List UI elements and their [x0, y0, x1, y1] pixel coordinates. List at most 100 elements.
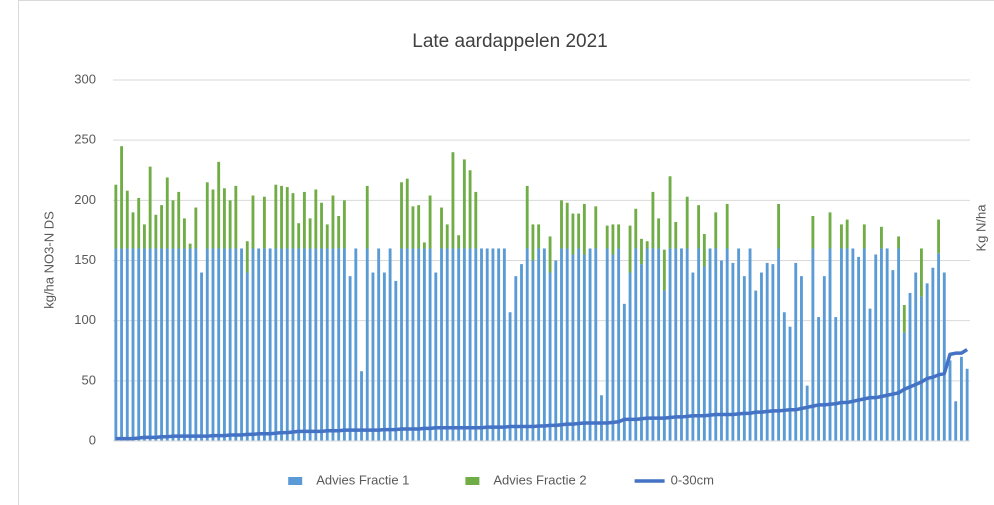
bar — [560, 200, 563, 249]
bar — [474, 248, 478, 441]
bar — [662, 290, 666, 441]
bar — [325, 224, 329, 249]
bar — [954, 401, 958, 441]
bar — [251, 248, 255, 441]
bar — [274, 248, 278, 441]
bar — [308, 218, 312, 249]
bar — [582, 254, 586, 441]
bar — [874, 254, 878, 441]
bar — [160, 205, 163, 249]
bar — [154, 248, 158, 441]
legend-label: Advies Fractie 2 — [493, 472, 586, 487]
bar — [880, 226, 883, 249]
bar — [194, 207, 198, 249]
bar — [942, 272, 946, 441]
bar — [771, 264, 775, 441]
bar — [788, 326, 792, 441]
bar — [857, 256, 861, 441]
bar — [291, 193, 295, 249]
bar — [748, 248, 752, 441]
bar — [960, 356, 963, 441]
bar — [142, 224, 146, 249]
bar — [251, 195, 255, 249]
bar — [165, 248, 169, 441]
bar — [948, 360, 952, 441]
bar — [400, 248, 403, 441]
bar — [565, 202, 569, 249]
bar — [811, 215, 815, 249]
bar — [314, 189, 318, 249]
bar — [885, 248, 889, 441]
bar — [457, 248, 461, 441]
bar — [497, 248, 501, 441]
bar — [605, 225, 609, 249]
bar — [594, 248, 598, 441]
bar — [405, 178, 409, 249]
bar — [268, 248, 272, 441]
bar — [845, 248, 849, 441]
y-tick-label: 50 — [82, 372, 96, 387]
bar — [205, 248, 209, 441]
bar — [182, 248, 186, 441]
bar — [685, 196, 689, 249]
bar — [411, 248, 415, 441]
bar — [851, 248, 855, 441]
y-tick-label: 150 — [74, 252, 96, 267]
bar — [365, 185, 369, 249]
bar — [931, 267, 935, 441]
bar — [760, 272, 763, 441]
bar — [920, 248, 923, 297]
bar — [542, 248, 546, 441]
bar — [725, 203, 729, 249]
bar — [594, 206, 598, 249]
bar — [297, 248, 301, 441]
bar — [211, 248, 215, 441]
bar — [674, 248, 678, 441]
bar — [125, 190, 129, 249]
bar — [302, 191, 306, 249]
bar — [331, 248, 335, 441]
bar — [417, 205, 421, 249]
bar — [382, 272, 386, 441]
bar — [377, 248, 381, 441]
bar — [777, 203, 781, 249]
bar — [342, 200, 346, 249]
y2-axis-label: Kg N/ha — [973, 204, 988, 252]
bar — [645, 248, 649, 441]
bar — [582, 203, 586, 255]
bar — [742, 276, 746, 441]
y-tick-label: 300 — [74, 71, 96, 86]
bar — [657, 248, 661, 441]
bar — [417, 248, 421, 441]
bar — [674, 221, 678, 249]
bar — [171, 248, 175, 441]
bar — [348, 276, 352, 441]
bar — [600, 395, 603, 441]
bar — [222, 188, 226, 249]
bar — [765, 262, 769, 441]
bar — [822, 276, 826, 441]
bar — [120, 248, 123, 441]
bar — [777, 248, 781, 441]
y-tick-label: 250 — [74, 132, 96, 147]
bar — [285, 187, 289, 249]
bar — [645, 241, 649, 249]
bar — [285, 248, 289, 441]
bar — [194, 248, 198, 441]
bar — [182, 218, 186, 249]
bar — [297, 223, 301, 249]
bar — [457, 235, 461, 249]
legend-swatch — [288, 477, 303, 485]
bar — [428, 195, 432, 249]
bar — [800, 276, 803, 441]
bar — [925, 283, 929, 441]
bar — [891, 270, 895, 441]
bar — [965, 368, 969, 441]
bar — [320, 248, 323, 441]
bar — [520, 264, 523, 441]
bar — [445, 248, 449, 441]
bar — [805, 385, 809, 441]
bar — [560, 248, 563, 441]
bar — [725, 248, 729, 441]
